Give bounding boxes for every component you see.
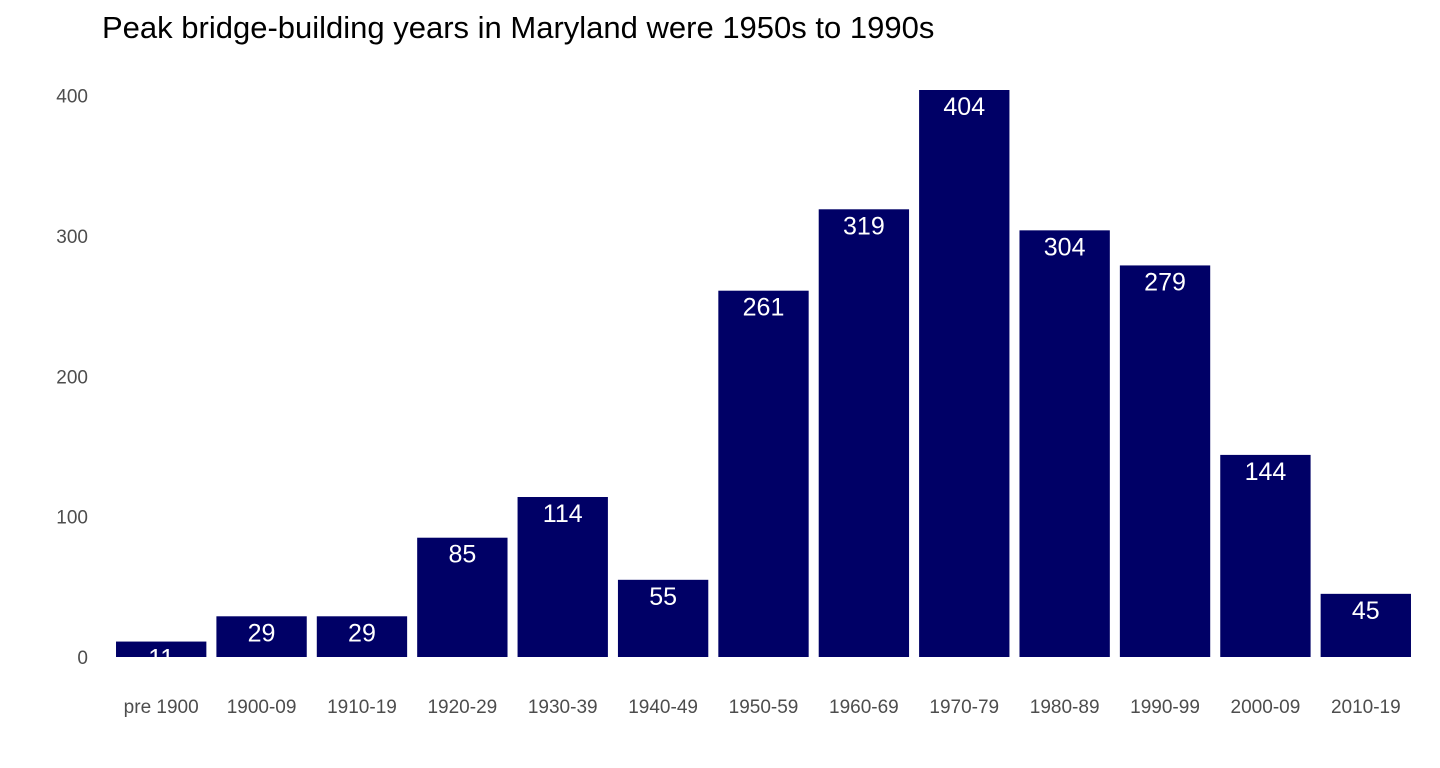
bar-value-label: 144 xyxy=(1245,458,1287,486)
bar-value-label: 114 xyxy=(543,500,583,528)
bar xyxy=(1019,230,1110,657)
bar-value-label: 45 xyxy=(1352,597,1380,625)
x-tick-label: 1980-89 xyxy=(1030,697,1100,718)
bar xyxy=(1220,454,1311,657)
bar xyxy=(1320,593,1411,657)
x-tick-label: 2010-19 xyxy=(1331,697,1401,718)
bar xyxy=(417,537,508,657)
bar xyxy=(1119,265,1211,657)
bar xyxy=(919,90,1010,657)
bar-value-label: 261 xyxy=(743,294,785,322)
y-tick-label: 400 xyxy=(56,87,88,108)
bar xyxy=(818,209,910,657)
x-tick-label: pre 1900 xyxy=(124,697,199,718)
x-axis: pre 1900 1900-09 1910-19 1920-29 1930-39 1940… xyxy=(124,697,1401,718)
bars: 11 29 29 85 114 55 261 319 404 304 279 144 45 xyxy=(116,90,1411,673)
bar xyxy=(517,497,608,657)
bar-value-label: 279 xyxy=(1144,268,1186,296)
bar xyxy=(216,616,307,657)
bar xyxy=(116,641,207,657)
bar xyxy=(316,616,408,657)
x-tick-label: 1970-79 xyxy=(929,697,999,718)
chart-title: Peak bridge-building years in Maryland w… xyxy=(102,10,935,45)
y-tick-label: 300 xyxy=(56,227,88,248)
bar-value-label: 85 xyxy=(448,541,476,569)
y-tick-label: 100 xyxy=(56,508,88,529)
bar-value-label: 29 xyxy=(348,619,376,647)
x-tick-label: 1900-09 xyxy=(227,697,297,718)
y-tick-label: 0 xyxy=(77,648,88,669)
bar-value-label: 29 xyxy=(248,619,276,647)
y-tick-label: 200 xyxy=(56,367,88,388)
x-tick-label: 2000-09 xyxy=(1231,697,1301,718)
x-tick-label: 1910-19 xyxy=(327,697,397,718)
x-tick-label: 1990-99 xyxy=(1130,697,1200,718)
bar-value-label: 319 xyxy=(843,212,885,240)
bar xyxy=(718,290,809,657)
x-tick-label: 1940-49 xyxy=(628,697,698,718)
x-tick-label: 1920-29 xyxy=(427,697,497,718)
bar xyxy=(617,579,709,657)
x-tick-label: 1930-39 xyxy=(528,697,598,718)
bar-value-label: 304 xyxy=(1044,233,1086,261)
bar-value-label: 55 xyxy=(649,583,677,611)
x-tick-label: 1950-59 xyxy=(729,697,799,718)
x-tick-label: 1960-69 xyxy=(829,697,899,718)
y-axis: 0 100 200 300 400 xyxy=(56,87,88,669)
bar-value-label: 404 xyxy=(943,93,985,121)
bar-value-label: 11 xyxy=(148,645,174,673)
